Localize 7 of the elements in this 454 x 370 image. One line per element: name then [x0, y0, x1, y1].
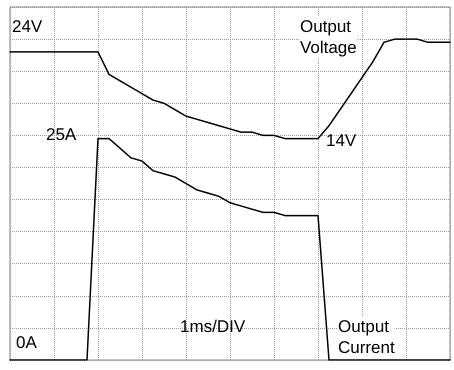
annotation: 14V [326, 131, 357, 150]
annotation: 25A [46, 125, 77, 144]
annotation: 1ms/DIV [180, 317, 246, 336]
annotation: 0A [16, 333, 38, 352]
series-label: Output Voltage [300, 17, 357, 57]
text: 24V [12, 17, 43, 36]
series-label: Output Current [338, 317, 395, 357]
